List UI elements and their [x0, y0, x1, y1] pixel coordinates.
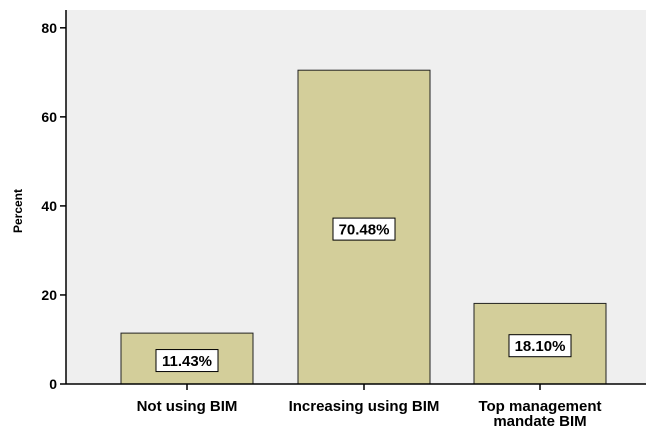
data-labels-layer: 11.43% 70.48% 18.10%: [155, 217, 572, 373]
data-label: 70.48%: [339, 222, 390, 239]
x-tick-label: Top management mandate BIM: [478, 398, 601, 429]
data-label: 18.10%: [515, 338, 566, 355]
y-tick-label: 80: [41, 20, 57, 36]
y-tick-label: 40: [41, 198, 57, 214]
x-tick-label-line: Increasing using BIM: [289, 398, 440, 415]
data-label-box: [332, 217, 396, 241]
y-tick-label: 0: [49, 376, 57, 392]
x-tick-label-line: Top management: [478, 398, 601, 415]
x-tick-label: Not using BIM: [137, 398, 238, 415]
x-tick-label-line: Not using BIM: [137, 398, 238, 415]
data-label-box: [508, 334, 572, 358]
y-axis-label: Percent: [11, 189, 25, 233]
y-axis-ticks: 0 20 40 60 80: [41, 20, 66, 392]
x-tick-label-line: mandate BIM: [493, 413, 586, 429]
data-label: 11.43%: [162, 353, 212, 370]
data-label-box: [155, 349, 219, 373]
y-tick-label: 20: [41, 287, 57, 303]
x-tick-label: Increasing using BIM: [289, 398, 440, 415]
y-tick-label: 60: [41, 109, 57, 125]
x-axis-ticks: Not using BIM Increasing using BIM Top man…: [137, 384, 602, 429]
